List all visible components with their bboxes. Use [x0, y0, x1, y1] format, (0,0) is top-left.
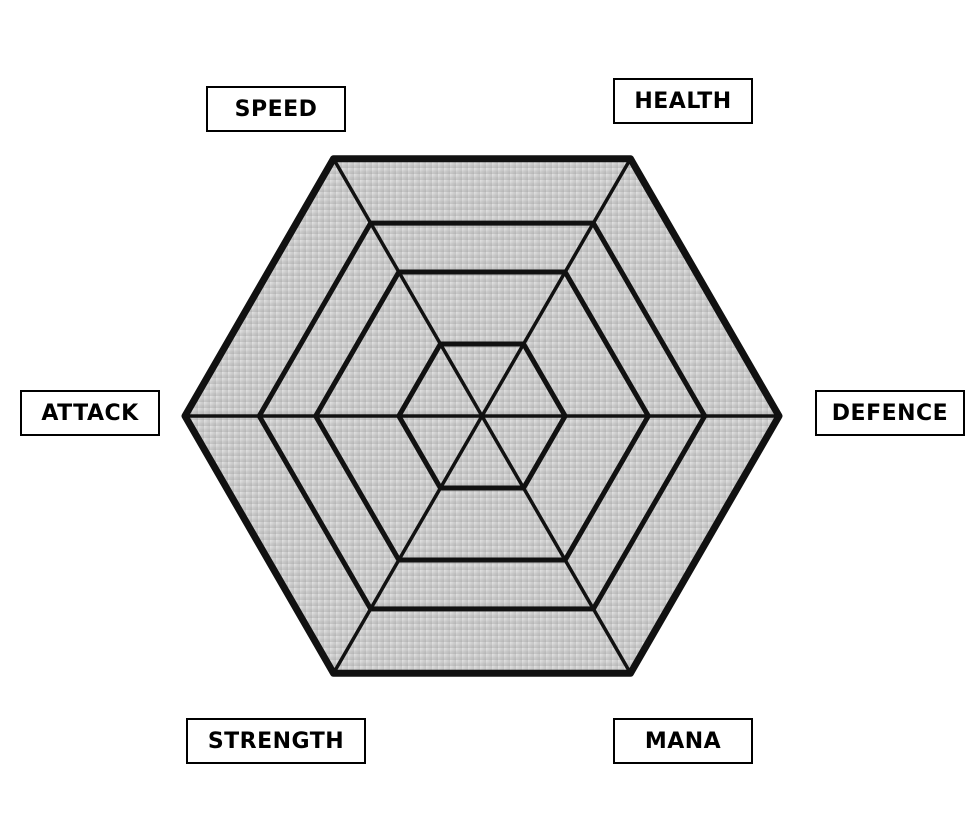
radar-spoke-health — [480, 157, 633, 417]
health-label: HEALTH — [613, 78, 753, 124]
defence-label: DEFENCE — [815, 390, 965, 436]
attack-label: ATTACK — [20, 390, 160, 436]
speed-label: SPEED — [206, 86, 346, 132]
radar-spoke-mana — [480, 415, 633, 675]
strength-label: STRENGTH — [186, 718, 366, 764]
radar-spoke-speed — [331, 157, 484, 417]
mana-label: MANA — [613, 718, 753, 764]
radar-spoke-strength — [331, 415, 484, 675]
